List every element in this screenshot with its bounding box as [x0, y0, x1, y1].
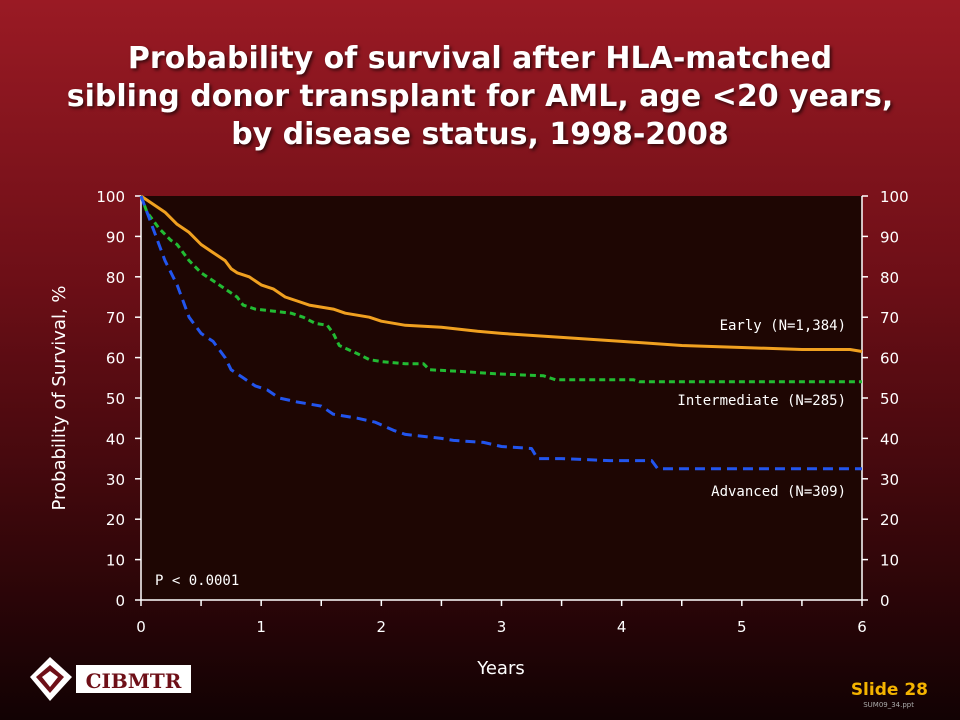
series-label-advanced: Advanced (N=309): [711, 484, 846, 500]
y-tick-label-left: 30: [106, 471, 125, 489]
title-line-2: sibling donor transplant for AML, age <2…: [66, 79, 894, 114]
y-tick-label-right: 50: [880, 390, 899, 408]
axis-ticks: [135, 195, 868, 606]
logo-text: CIBMTR: [76, 665, 191, 693]
y-tick-label-right: 20: [880, 511, 899, 529]
file-reference: SUM09_34.ppt: [863, 701, 914, 709]
y-tick-label-right: 70: [880, 309, 899, 327]
y-tick-label-right: 90: [880, 228, 899, 246]
y-tick-label-right: 80: [880, 269, 899, 287]
x-tick-label: 5: [737, 618, 747, 636]
series-label-intermediate: Intermediate (N=285): [677, 393, 846, 409]
y-tick-label-right: 40: [880, 430, 899, 448]
logo-diamond-icon: [30, 657, 72, 701]
y-tick-label-left: 10: [106, 552, 125, 570]
series-label-early: Early (N=1,384): [720, 318, 846, 334]
series-line-intermediate: [139, 195, 862, 384]
series-layer: [139, 194, 863, 471]
p-value-annotation: P < 0.0001: [155, 573, 239, 589]
x-axis-title: Years: [476, 658, 525, 679]
x-tick-label: 3: [497, 618, 507, 636]
x-tick-label: 1: [256, 618, 266, 636]
y-tick-label-left: 60: [106, 350, 125, 368]
y-tick-label-left: 0: [115, 592, 125, 610]
x-tick-label: 2: [377, 618, 387, 636]
y-tick-label-left: 40: [106, 430, 125, 448]
series-line-advanced: [139, 195, 862, 471]
title-line-3: by disease status, 1998-2008: [231, 117, 729, 152]
y-tick-label-right: 60: [880, 350, 899, 368]
y-tick-label-left: 100: [96, 188, 125, 206]
y-tick-label-left: 70: [106, 309, 125, 327]
slide-number: Slide 28: [850, 680, 928, 700]
cibmtr-logo: CIBMTR: [28, 655, 198, 705]
y-tick-label-left: 90: [106, 228, 125, 246]
x-tick-label: 6: [857, 618, 867, 636]
slide-title: Probability of survival after HLA-matche…: [0, 40, 960, 154]
y-axis-title: Probability of Survival, %: [49, 285, 70, 510]
series-line-early: [140, 194, 863, 353]
x-tick-label: 0: [136, 618, 146, 636]
y-tick-label-right: 0: [880, 592, 890, 610]
plot-area: [141, 196, 862, 600]
y-tick-label-left: 20: [106, 511, 125, 529]
y-tick-label-right: 10: [880, 552, 899, 570]
y-tick-label-left: 50: [106, 390, 125, 408]
y-tick-label-left: 80: [106, 269, 125, 287]
y-tick-label-right: 30: [880, 471, 899, 489]
y-tick-label-right: 100: [880, 188, 909, 206]
title-line-1: Probability of survival after HLA-matche…: [127, 41, 833, 76]
x-tick-label: 4: [617, 618, 627, 636]
